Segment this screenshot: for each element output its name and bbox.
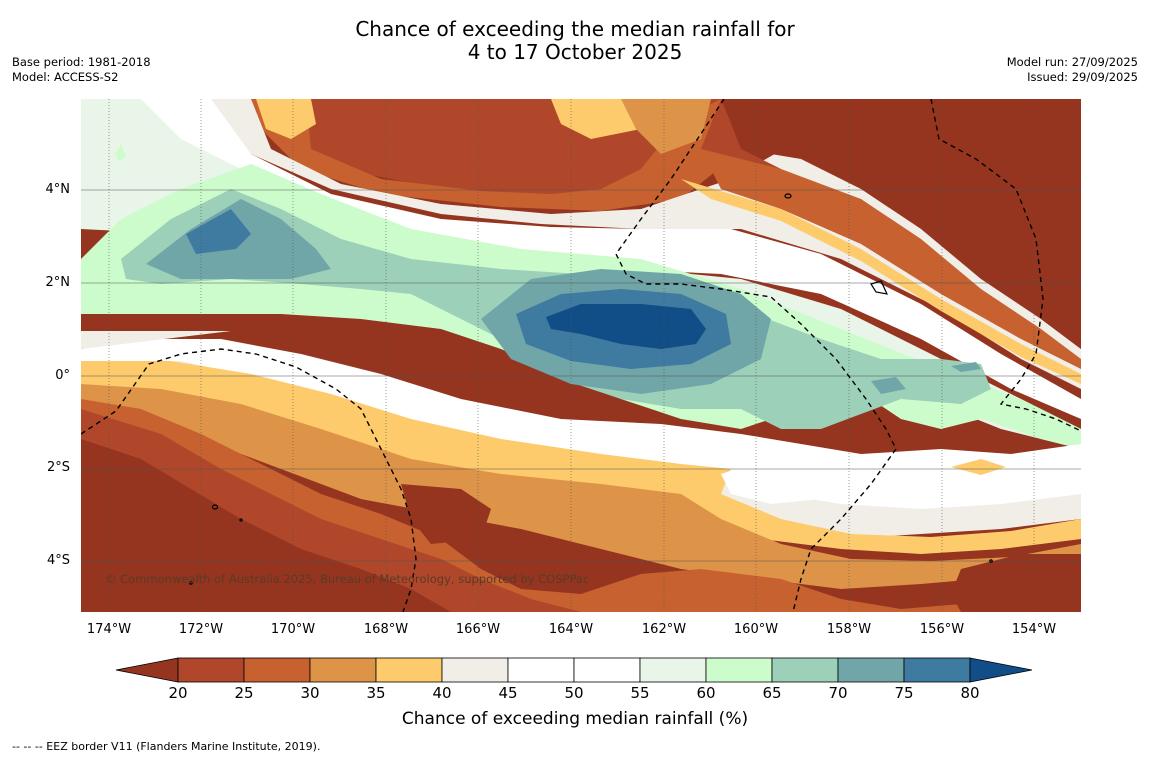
lat-tick: 4°N [45, 182, 71, 197]
lat-tick: 0° [55, 368, 70, 383]
colorbar-label: Chance of exceeding median rainfall (%) [401, 709, 749, 729]
copyright-text: © Commonwealth of Australia 2025, Bureau… [105, 572, 590, 586]
colorbar-tick: 35 [366, 684, 386, 702]
region-west-65-blob [115, 144, 126, 161]
lat-tick: 4°S [46, 553, 70, 568]
lon-tick: 162°W [641, 622, 687, 637]
region-80-west [186, 209, 251, 254]
map-canvas [81, 99, 1081, 612]
colorbar-segment [309, 657, 377, 683]
lon-tick: 164°W [548, 622, 594, 637]
lon-tick: 174°W [86, 622, 132, 637]
region-south-35b [951, 459, 1006, 475]
region-north-30b [621, 99, 711, 154]
lon-tick: 160°W [733, 622, 779, 637]
region-above-80 [546, 304, 706, 349]
region-south-white [721, 454, 841, 504]
eez-borders [81, 99, 1081, 612]
rainfall-map[interactable] [81, 99, 1081, 612]
colorbar-segment [837, 657, 905, 683]
title-line-1: Chance of exceeding the median rainfall … [355, 17, 795, 41]
colorbar-segment [903, 657, 971, 683]
islands [189, 193, 993, 585]
region-south-45 [81, 331, 231, 349]
colorbar-tick: 60 [696, 684, 716, 702]
colorbar-segment [507, 657, 575, 683]
region-north-30 [246, 99, 741, 211]
colorbar-segment [375, 657, 443, 683]
meta-right: Model run: 27/09/2025 Issued: 29/09/2025 [1007, 55, 1138, 85]
colorbar-tick: 70 [828, 684, 848, 702]
model-run: Model run: 27/09/2025 [1006, 55, 1138, 69]
colorbar-segment [573, 657, 641, 683]
lon-tick: 170°W [270, 622, 316, 637]
region-south-20c [951, 554, 1081, 612]
region-75-east [871, 377, 906, 394]
colorbar-tick: 25 [234, 684, 254, 702]
region-ne-30 [701, 149, 1081, 369]
colorbar-arrow-low [115, 657, 179, 683]
colorbar-arrow-high [969, 657, 1033, 683]
region-ne-35 [681, 179, 1081, 384]
issued-date: Issued: 29/09/2025 [1027, 70, 1138, 84]
base-period: Base period: 1981-2018 [12, 55, 151, 69]
lon-tick: 154°W [1011, 622, 1057, 637]
region-south-20b [401, 484, 491, 544]
region-ne-20 [721, 99, 1081, 349]
lat-tick: 2°S [46, 460, 70, 475]
lat-tick: 2°N [45, 275, 71, 290]
colorbar-tick: 50 [564, 684, 584, 702]
colorbar-segment [639, 657, 707, 683]
lon-tick: 158°W [826, 622, 872, 637]
colorbar-segment [243, 657, 311, 683]
lon-tick: 172°W [178, 622, 224, 637]
colorbar-tick: 20 [168, 684, 188, 702]
colorbar-segment [177, 657, 245, 683]
lon-tick: 168°W [363, 622, 409, 637]
colorbar-tick: 75 [894, 684, 914, 702]
lon-tick: 156°W [919, 622, 965, 637]
colorbar-tick: 55 [630, 684, 650, 702]
map-title: Chance of exceeding the median rainfall … [0, 18, 1150, 64]
grid-lines [81, 99, 1081, 612]
title-line-2: 4 to 17 October 2025 [467, 40, 683, 64]
region-north-35 [256, 99, 316, 139]
colorbar-segment [705, 657, 773, 683]
colorbar-segment [441, 657, 509, 683]
colorbar [115, 657, 1033, 683]
lon-tick: 166°W [455, 622, 501, 637]
region-north-35b [551, 99, 641, 139]
colorbar-segment [771, 657, 839, 683]
colorbar-tick: 30 [300, 684, 320, 702]
region-south-35 [81, 384, 1081, 589]
colorbar-tick: 45 [498, 684, 518, 702]
colorbar-tick: 40 [432, 684, 452, 702]
colorbar-tick: 80 [960, 684, 980, 702]
model-name: Model: ACCESS-S2 [12, 70, 119, 84]
eez-legend-note: -- -- -- EEZ border V11 (Flanders Marine… [12, 740, 321, 753]
colorbar-tick: 65 [762, 684, 782, 702]
meta-left: Base period: 1981-2018 Model: ACCESS-S2 [12, 55, 151, 85]
region-south-40 [81, 361, 1081, 554]
region-south-20 [81, 439, 451, 612]
region-75-east2 [951, 362, 981, 372]
